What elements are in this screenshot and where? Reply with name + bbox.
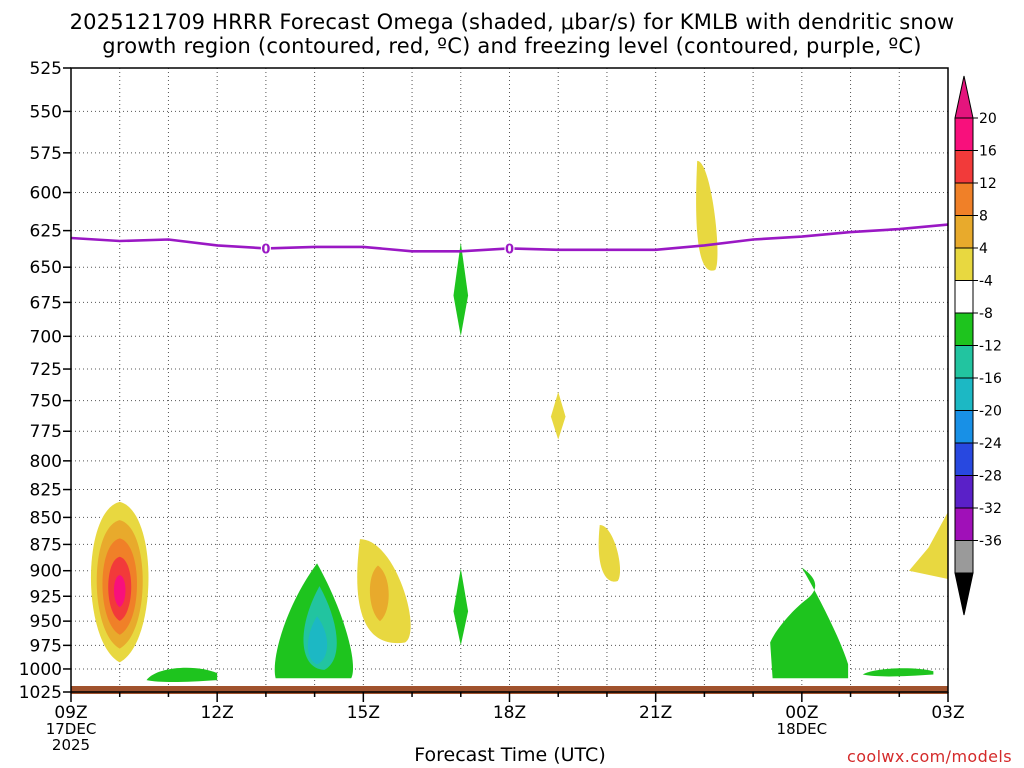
omega-contour	[453, 568, 469, 646]
colorbar-bottom-triangle	[954, 572, 974, 616]
colorbar-segment	[954, 475, 974, 509]
x-tick-sublabel: 18DEC	[777, 720, 828, 738]
omega-contour-neg12	[307, 616, 328, 665]
omega-contour-neg4	[770, 567, 849, 679]
colorbar-segment	[954, 117, 974, 151]
colorbar-label: 4	[979, 241, 988, 257]
y-tick-label: 650	[30, 258, 62, 278]
colorbar-label: -24	[979, 436, 1002, 452]
chart-title-line-2: growth region (contoured, red, ºC) and f…	[102, 34, 922, 58]
y-tick-label: 850	[30, 508, 62, 528]
x-tick-label: 18Z	[493, 703, 526, 723]
colorbar-segment	[954, 442, 974, 476]
ground-bar	[71, 686, 948, 694]
omega-contour-4	[909, 511, 948, 579]
omega-contour	[453, 242, 469, 337]
colorbar-label: -20	[979, 404, 1002, 420]
y-tick-label: 575	[30, 144, 62, 164]
ground-surface	[71, 686, 948, 694]
freezing-level-label-bg	[260, 240, 271, 256]
omega-contour-8	[369, 565, 389, 622]
y-tick-label: 525	[30, 59, 62, 79]
colorbar-label: -8	[979, 306, 993, 322]
colorbar-label: 20	[979, 111, 997, 127]
y-tick-label: 675	[30, 293, 62, 313]
y-tick-label: 775	[30, 422, 62, 442]
omega-contour-4	[598, 525, 621, 582]
y-tick-label: 750	[30, 392, 62, 412]
colorbar-segment	[954, 345, 974, 379]
colorbar-label: -16	[979, 371, 1002, 387]
y-tick-label: 600	[30, 184, 62, 204]
omega-contour	[550, 391, 566, 440]
colorbar-label: -36	[979, 534, 1002, 550]
colorbar-segment	[954, 540, 974, 574]
omega-contour-neg4	[146, 667, 218, 682]
x-tick-sublabel: 17DEC	[46, 720, 97, 738]
y-tick-label: 725	[30, 360, 62, 380]
x-tick-label: 03Z	[931, 703, 964, 723]
colorbar-segment	[954, 280, 974, 314]
y-tick-label: 800	[30, 452, 62, 472]
colorbar-label: 12	[979, 176, 997, 192]
x-tick-label: 21Z	[639, 703, 672, 723]
x-axis-label: Forecast Time (UTC)	[414, 744, 606, 766]
colorbar-segment	[954, 150, 974, 184]
colorbar-segment	[954, 507, 974, 541]
colorbar-segment	[954, 312, 974, 346]
y-tick-label: 700	[30, 327, 62, 347]
chart-title-line-1: 2025121709 HRRR Forecast Omega (shaded, …	[69, 10, 955, 34]
colorbar-segment	[954, 377, 974, 411]
colorbar-segment	[954, 410, 974, 444]
colorbar-label: -28	[979, 469, 1002, 485]
omega-shading	[90, 160, 948, 682]
y-tick-label: 1025	[19, 683, 62, 703]
x-tick-label: 00Z	[785, 703, 818, 723]
freezing-level-label: 0	[505, 242, 514, 257]
colorbar-segment	[954, 247, 974, 281]
colorbar-top-triangle	[954, 75, 974, 119]
omega-contour-4	[696, 160, 718, 271]
y-axis-ticks: 525 550 575 600 625 650 675 700 725 750 775 800 825 8…	[19, 59, 71, 703]
colorbar-label: 8	[979, 209, 988, 225]
y-tick-label: 950	[30, 612, 62, 632]
colorbar-label: -4	[979, 274, 993, 290]
x-tick-label: 15Z	[347, 703, 380, 723]
y-tick-label: 925	[30, 587, 62, 607]
colorbar-label: -12	[979, 339, 1002, 355]
y-tick-label: 1000	[19, 660, 62, 680]
freezing-level-label-bg	[504, 240, 515, 256]
y-tick-label: 875	[30, 535, 62, 555]
y-tick-label: 975	[30, 636, 62, 656]
x-tick-label: 12Z	[201, 703, 234, 723]
colorbar: 20 16 12 8 4 -4 -8 -12 -16 -20 -24 -28 -32 -36	[954, 75, 1002, 616]
colorbar-label: 16	[979, 144, 997, 160]
y-tick-label: 900	[30, 562, 62, 582]
x-tick-label: 09Z	[54, 703, 87, 723]
x-tick-sublabel: 2025	[52, 736, 90, 754]
colorbar-label: -32	[979, 501, 1002, 517]
omega-contour-20	[113, 574, 126, 608]
y-tick-label: 550	[30, 102, 62, 122]
freezing-level-label: 0	[261, 242, 270, 257]
source-credit[interactable]: coolwx.com/models	[847, 747, 1012, 766]
y-tick-label: 825	[30, 481, 62, 501]
colorbar-segment	[954, 215, 974, 249]
omega-contour-neg4	[862, 668, 934, 677]
colorbar-segment	[954, 182, 974, 216]
y-tick-label: 625	[30, 222, 62, 242]
